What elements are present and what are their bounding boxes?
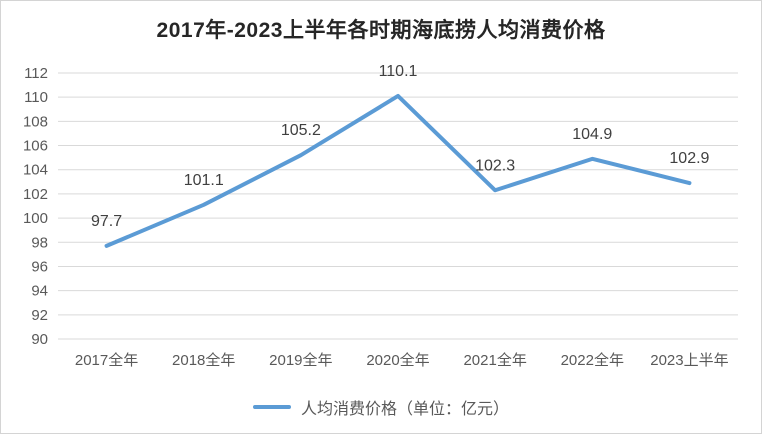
data-point-label: 101.1: [184, 172, 224, 189]
y-axis-tick-label: 106: [23, 138, 48, 155]
legend-label: 人均消费价格（单位：亿元）: [300, 401, 509, 418]
y-axis-tick-label: 102: [23, 186, 48, 203]
chart-title: 2017年-2023上半年各时期海底捞人均消费价格: [156, 19, 606, 42]
data-point-label: 110.1: [379, 63, 418, 80]
y-axis-tick-label: 112: [24, 65, 48, 82]
y-axis-tick-label: 96: [31, 258, 48, 275]
x-axis-tick-label: 2018全年: [172, 351, 235, 369]
y-axis-tick-label: 110: [24, 89, 48, 106]
series-line: [104, 93, 692, 248]
legend-line-marker: [252, 405, 291, 409]
y-axis-tick-label: 90: [31, 331, 48, 348]
y-axis-tick-label: 94: [31, 283, 48, 300]
data-point-label: 97.7: [91, 213, 122, 230]
data-point-label: 102.9: [669, 150, 709, 167]
x-axis-tick-label: 2023上半年: [650, 352, 728, 369]
x-axis-tick-label: 2021全年: [463, 351, 526, 369]
y-axis-tick-label: 100: [23, 210, 48, 227]
x-axis-tick-label: 2019全年: [269, 351, 332, 369]
data-point-label: 105.2: [281, 122, 321, 139]
y-axis-tick-label: 98: [31, 234, 48, 251]
y-axis-tick-label: 104: [23, 162, 48, 179]
x-axis-tick-label: 2022全年: [561, 351, 624, 369]
data-point-label: 104.9: [572, 126, 612, 143]
x-axis-tick-label: 2020全年: [366, 351, 429, 369]
y-axis-tick-label: 92: [31, 307, 48, 324]
y-axis-tick-label: 108: [23, 113, 48, 130]
data-point-label: 102.3: [475, 157, 515, 174]
x-axis-tick-label: 2017全年: [75, 351, 138, 369]
legend: 人均消费价格（单位：亿元）: [1, 395, 761, 419]
